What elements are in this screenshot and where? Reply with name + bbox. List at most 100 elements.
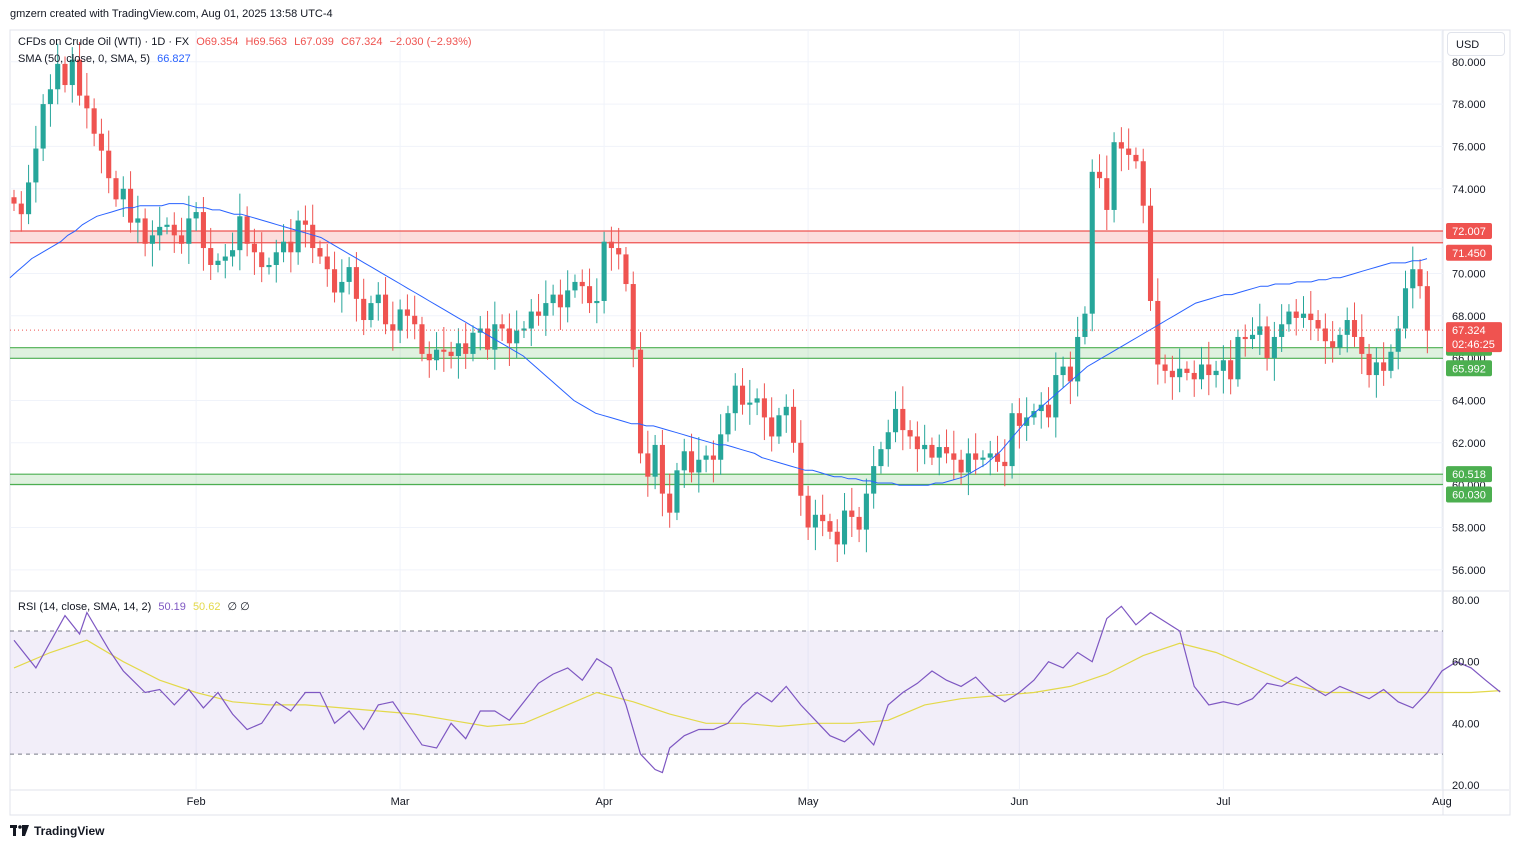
candle-body — [1184, 368, 1190, 373]
candle-body — [1366, 353, 1372, 376]
last-price-label: 67.324 — [1452, 325, 1486, 337]
candle-body — [281, 241, 287, 253]
candle-body — [383, 294, 389, 325]
candle-body — [769, 417, 775, 437]
candle-body — [1344, 320, 1350, 335]
change-value: −2.030 (−2.93%) — [389, 36, 472, 48]
candle-body — [1155, 300, 1161, 365]
candle-body — [273, 252, 279, 265]
candle-body — [353, 267, 359, 299]
candle-body — [484, 328, 491, 350]
candle-body — [951, 453, 957, 460]
candle-body — [827, 521, 833, 532]
candle-body — [1351, 320, 1358, 337]
rsi-label: RSI (14, close, SMA, 14, 2) — [18, 601, 152, 613]
candle-body — [871, 466, 877, 494]
candle-body — [1271, 336, 1277, 359]
candle-body — [1330, 341, 1336, 348]
candle-body — [237, 216, 243, 251]
candle-body — [11, 197, 17, 204]
candle-body — [1213, 370, 1219, 376]
candle-body — [1286, 311, 1292, 325]
candle-body — [317, 248, 323, 257]
candle-body — [434, 349, 440, 361]
rsi-tick-label: 20.00 — [1452, 780, 1480, 792]
candle-body — [1337, 334, 1343, 348]
time-tick-label: Feb — [187, 796, 206, 808]
candle-body — [637, 349, 644, 454]
candle-body — [1075, 336, 1081, 382]
zone-top-tag — [1446, 222, 1492, 239]
rsi-legend: RSI (14, close, SMA, 14, 2) 50.19 50.62 … — [18, 600, 254, 613]
candle-body — [77, 59, 83, 96]
zone-bottom-label: 65.992 — [1452, 363, 1486, 375]
tradingview-logo-icon — [10, 825, 29, 836]
candle-body — [404, 309, 410, 316]
candle-body — [667, 493, 673, 513]
candle-body — [900, 408, 906, 431]
candle-body — [790, 406, 797, 443]
candle-body — [1242, 336, 1248, 340]
currency-button[interactable]: USD — [1447, 32, 1505, 56]
candle-body — [339, 281, 345, 293]
candle-body — [922, 444, 928, 450]
zone-bottom-label: 60.030 — [1452, 490, 1486, 502]
rsi-ma-line — [13, 639, 1501, 728]
candle-body — [448, 351, 454, 357]
time-tick-label: Mar — [391, 796, 410, 808]
candle-body — [1235, 336, 1241, 380]
candle-body — [1264, 326, 1270, 359]
candle-body — [1300, 313, 1307, 318]
candle-body — [368, 303, 374, 321]
sma-legend: SMA (50, close, 0, SMA, 5) 66.827 — [18, 53, 195, 65]
rsi-line — [13, 605, 1501, 774]
candle-body — [463, 343, 469, 354]
candle-body — [55, 63, 61, 90]
candle-body — [426, 353, 432, 361]
candle-body — [965, 453, 971, 473]
candle-body — [1169, 370, 1175, 378]
candle-body — [681, 451, 687, 471]
time-tick-label: Apr — [596, 796, 613, 808]
candle-body — [943, 447, 950, 454]
candle-body — [106, 150, 112, 179]
candle-body — [1111, 142, 1117, 210]
candle-body — [1045, 404, 1052, 418]
sma-line — [9, 203, 1428, 486]
candle-body — [557, 294, 563, 308]
candle-body — [332, 269, 338, 293]
candle-body — [652, 444, 658, 477]
candle-body — [142, 218, 148, 244]
candle-body — [171, 224, 177, 236]
candle-body — [1009, 413, 1015, 467]
countdown-label: 02:46:25 — [1452, 339, 1495, 351]
sma-label: SMA (50, close, 0, SMA, 5) — [18, 53, 151, 65]
candle-body — [1133, 154, 1139, 162]
candle-body — [47, 89, 53, 105]
candle-body — [863, 493, 869, 530]
low-value: L67.039 — [294, 36, 334, 48]
candle-body — [295, 220, 301, 253]
candle-body — [302, 220, 308, 225]
high-value: H69.563 — [245, 36, 288, 48]
candle-body — [62, 63, 68, 86]
candle-body — [1082, 313, 1088, 337]
candle-body — [1038, 404, 1044, 412]
candle-body — [230, 250, 236, 257]
candle-body — [543, 303, 549, 316]
candle-body — [1308, 313, 1314, 321]
candle-body — [725, 413, 731, 435]
candle-body — [1162, 364, 1168, 371]
candle-body — [84, 95, 90, 109]
candle-body — [572, 281, 578, 291]
candle-body — [412, 315, 418, 325]
candle-body — [754, 398, 760, 403]
candle-body — [1053, 375, 1059, 418]
rsi-tick-label: 40.00 — [1452, 718, 1480, 730]
candle-body — [18, 203, 24, 215]
price-tick-label: 56.000 — [1452, 565, 1486, 577]
candle-body — [1031, 411, 1037, 418]
candle-body — [1417, 269, 1423, 287]
candle-body — [1060, 366, 1066, 376]
